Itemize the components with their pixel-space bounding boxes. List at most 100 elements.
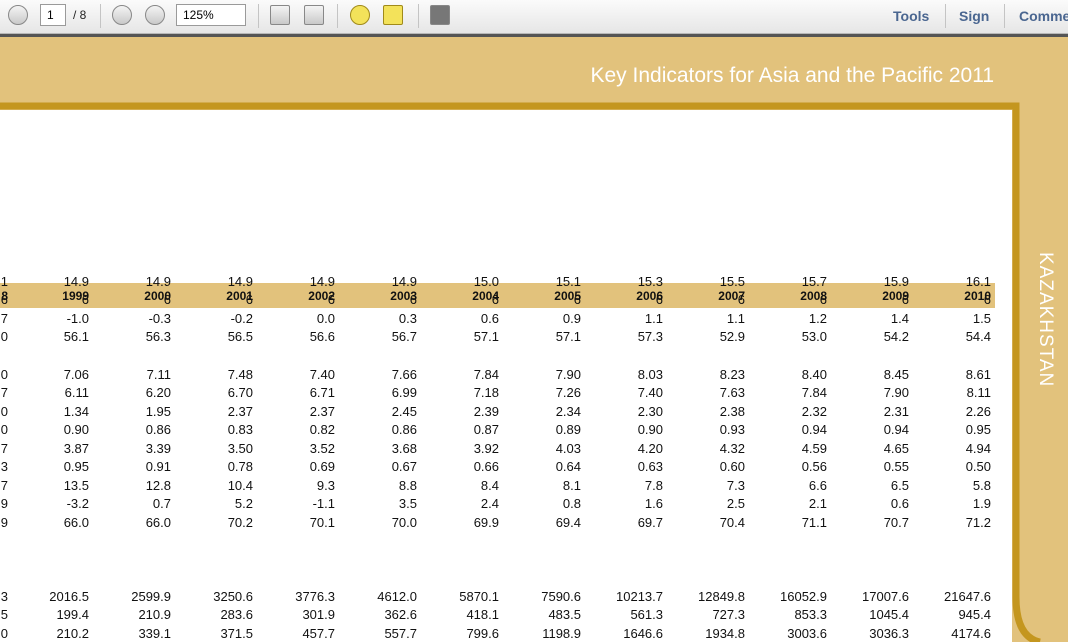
table-cell: 0.94: [801, 422, 827, 437]
table-cell: 7.8: [644, 478, 663, 493]
table-cell: 8.40: [801, 367, 827, 382]
zoom-in-button[interactable]: [145, 5, 165, 25]
comment-pane-button[interactable]: Comme: [1019, 8, 1068, 24]
table-cell: 6: [573, 292, 581, 307]
comment-button[interactable]: [350, 5, 370, 25]
table-cell: 6: [819, 292, 827, 307]
table-cell: 0: [0, 626, 8, 641]
table-cell: 339.1: [138, 626, 171, 641]
table-cell: 21647.6: [944, 589, 991, 604]
table-cell: 5.8: [972, 478, 991, 493]
table-cell: 1.95: [145, 404, 171, 419]
table-cell: 4174.6: [951, 626, 991, 641]
table-cell: 57.3: [637, 329, 663, 344]
table-cell: 3.92: [473, 441, 499, 456]
table-cell: 7: [0, 478, 8, 493]
table-cell: 9: [0, 496, 8, 511]
table-cell: 10213.7: [616, 589, 663, 604]
table-cell: 7.63: [719, 385, 745, 400]
table-cell: 2.1: [808, 496, 827, 511]
table-cell: 6.6: [808, 478, 827, 493]
table-cell: 9: [0, 515, 8, 530]
next-page-button[interactable]: [8, 5, 28, 25]
table-cell: 0: [0, 404, 8, 419]
table-cell: 3036.3: [869, 626, 909, 641]
table-cell: 1646.6: [623, 626, 663, 641]
table-cell: 5.2: [234, 496, 253, 511]
fit-page-button[interactable]: [270, 5, 290, 25]
table-cell: 69.7: [637, 515, 663, 530]
table-cell: 0.83: [227, 422, 253, 437]
table-cell: 0.90: [63, 422, 89, 437]
table-cell: -1.0: [66, 311, 89, 326]
table-cell: 4.32: [719, 441, 745, 456]
gold-border: [0, 102, 1042, 642]
table-cell: 0.60: [719, 459, 745, 474]
table-cell: 70.0: [391, 515, 417, 530]
table-cell: 6.5: [890, 478, 909, 493]
table-cell: 418.1: [466, 607, 499, 622]
column-header: 2006: [636, 289, 663, 303]
table-cell: 3.68: [391, 441, 417, 456]
column-header: 2005: [554, 289, 581, 303]
column-header: 8: [1, 289, 8, 303]
table-cell: 6: [81, 292, 89, 307]
zoom-input[interactable]: 125%: [176, 4, 246, 26]
table-cell: 3.87: [63, 441, 89, 456]
table-cell: 1.9: [972, 496, 991, 511]
table-cell: 1.4: [890, 311, 909, 326]
table-cell: 6: [901, 292, 909, 307]
table-cell: 15.7: [801, 274, 827, 289]
table-cell: 7590.6: [541, 589, 581, 604]
table-cell: 8.03: [637, 367, 663, 382]
table-cell: 71.1: [801, 515, 827, 530]
table-cell: -3.2: [66, 496, 89, 511]
table-cell: 56.1: [63, 329, 89, 344]
table-cell: 0.78: [227, 459, 253, 474]
markup-button[interactable]: [383, 5, 403, 25]
table-cell: 15.5: [719, 274, 745, 289]
table-cell: 6.70: [227, 385, 253, 400]
column-header: 2002: [308, 289, 335, 303]
table-cell: 8.61: [965, 367, 991, 382]
table-cell: 8.8: [398, 478, 417, 493]
table-cell: 0.6: [890, 496, 909, 511]
page-count: / 8: [73, 8, 87, 22]
table-cell: 301.9: [302, 607, 335, 622]
fit-width-button[interactable]: [304, 5, 324, 25]
table-cell: 5: [0, 607, 8, 622]
table-cell: 6: [491, 292, 499, 307]
document-title: Key Indicators for Asia and the Pacific …: [590, 64, 994, 87]
sign-button[interactable]: Sign: [959, 8, 990, 24]
table-cell: -0.2: [230, 311, 253, 326]
zoom-out-button[interactable]: [112, 5, 132, 25]
table-cell: 210.9: [138, 607, 171, 622]
table-cell: 15.0: [473, 274, 499, 289]
table-cell: 0.50: [965, 459, 991, 474]
column-header: 2010: [964, 289, 991, 303]
table-cell: 483.5: [548, 607, 581, 622]
table-cell: 0.66: [473, 459, 499, 474]
table-cell: 70.1: [309, 515, 335, 530]
table-cell: 52.9: [719, 329, 745, 344]
table-cell: 0.3: [398, 311, 417, 326]
country-label: KAZAKHSTAN: [1035, 252, 1056, 388]
table-cell: 0.0: [316, 311, 335, 326]
page-number-input[interactable]: 1: [40, 4, 66, 26]
table-cell: 0.6: [480, 311, 499, 326]
toolbar: 1 / 8 125% Tools Sign Comme: [0, 0, 1068, 34]
fullscreen-button[interactable]: [430, 5, 450, 25]
table-cell: 7.40: [637, 385, 663, 400]
column-header: 2001: [226, 289, 253, 303]
table-cell: 2599.9: [131, 589, 171, 604]
table-cell: 6: [983, 292, 991, 307]
table-cell: 8.45: [883, 367, 909, 382]
table-cell: 0: [0, 367, 8, 382]
table-cell: 7.84: [801, 385, 827, 400]
table-cell: 210.2: [56, 626, 89, 641]
table-cell: 7.90: [883, 385, 909, 400]
table-cell: 0.89: [555, 422, 581, 437]
tools-button[interactable]: Tools: [893, 8, 930, 24]
table-cell: 6: [163, 292, 171, 307]
